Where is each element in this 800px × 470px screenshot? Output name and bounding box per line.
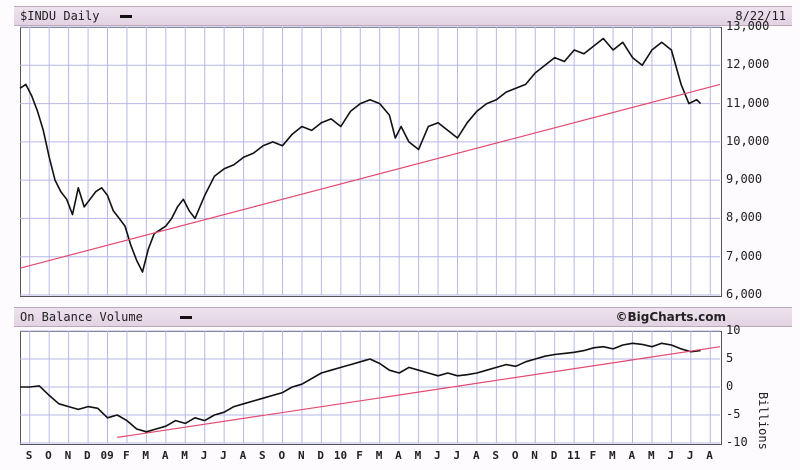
y-tick-label: 11,000 [726,95,770,110]
x-tick-label: M [609,449,616,462]
obv-legend-swatch [180,316,192,319]
x-tick-label: A [395,449,402,462]
y-tick-label: -5 [726,407,741,421]
x-tick-label: S [492,449,499,462]
price-chart-title: $INDU Daily [20,9,100,23]
y-tick-label: 7,000 [726,248,763,263]
x-tick-label: D [84,449,91,462]
x-tick-label: J [686,449,694,462]
x-tick-label: F [122,449,130,462]
y-tick-label: 10 [726,323,741,337]
x-tick-label: M [414,449,422,462]
x-tick-label: J [453,449,461,462]
x-tick-label: O [278,449,286,462]
x-tick-label: A [706,449,713,462]
y-tick-label: -10 [726,435,748,449]
obv-pane [20,331,722,445]
x-tick-label: D [550,449,558,462]
x-tick-label: F [356,449,363,462]
x-tick-label: J [200,449,208,462]
x-tick-label: N [531,449,538,462]
x-tick-label: O [45,449,52,462]
y-tick-label: 10,000 [726,133,770,148]
x-tick-label: N [297,449,305,462]
x-tick-label: F [589,449,597,462]
x-tick-label: A [239,449,247,462]
y-tick-label: 9,000 [726,172,763,187]
price-legend-swatch [120,15,132,18]
price-pane [20,27,722,297]
x-tick-label: J [434,449,441,462]
price-header-bar: $INDU Daily 8/22/11 [14,6,792,26]
x-tick-label: J [667,449,674,462]
chart-date: 8/22/11 [735,9,786,23]
x-tick-label: O [511,449,519,462]
y-tick-label: 13,000 [726,19,770,33]
x-tick-label: 10 [333,449,348,462]
price-trend-line [19,83,721,269]
x-tick-label: J [220,449,227,462]
price-series-line [19,37,702,273]
y-tick-label: 12,000 [726,57,770,72]
bigcharts-watermark: ©BigCharts.com [615,310,726,324]
y-tick-label: 0 [726,379,734,393]
x-tick-label: A [161,449,169,462]
obv-chart-title: On Balance Volume [20,310,143,324]
y-tick-label: 5 [726,351,734,365]
x-tick-label: M [647,449,655,462]
x-tick-label: S [259,449,266,462]
x-tick-label: S [25,449,33,462]
y-tick-label: 8,000 [726,210,763,225]
x-tick-label: M [142,449,149,462]
x-tick-label: A [472,449,480,462]
x-tick-label: M [375,449,383,462]
obv-header-bar: On Balance Volume ©BigCharts.com [14,307,792,327]
x-tick-label: M [181,449,188,462]
x-tick-label: N [64,449,72,462]
obv-series-line [20,342,701,433]
y-tick-label: 6,000 [726,287,763,301]
obv-trend-line [117,346,721,438]
x-tick-label: 11 [567,449,581,462]
x-tick-label: 09 [100,449,114,462]
x-tick-label: A [628,449,636,462]
x-tick-label: D [317,449,324,462]
